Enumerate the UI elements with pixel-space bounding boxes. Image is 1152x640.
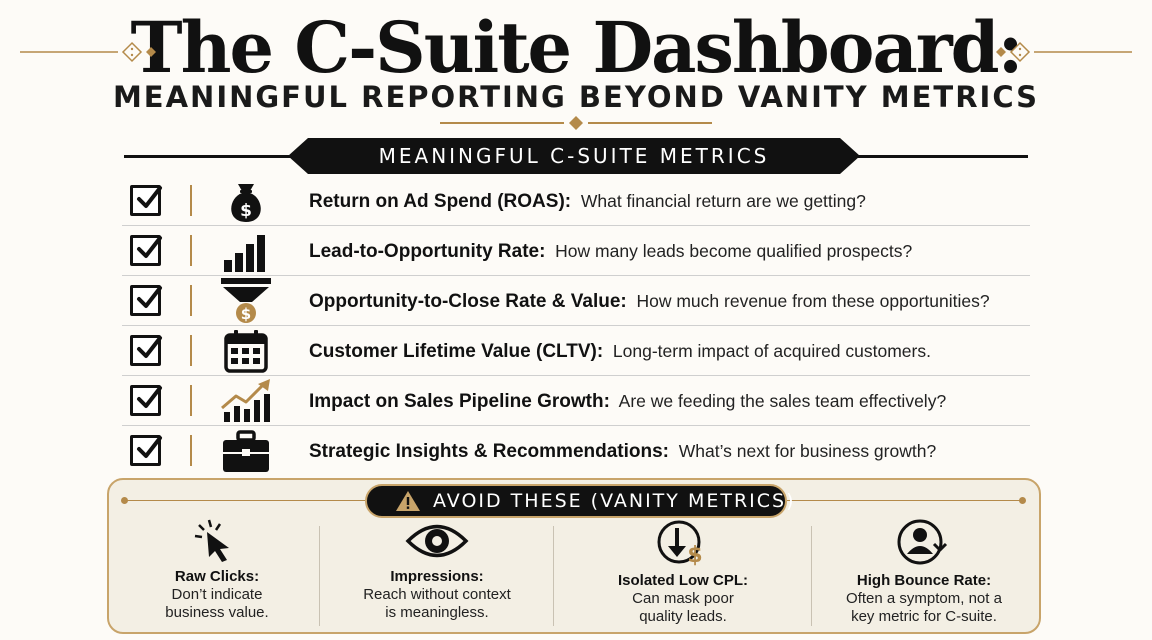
cursor-click-icon [194,519,229,562]
vanity-item-desc: Don’t indicate [171,586,263,603]
metric-row: Lead-to-Opportunity Rate: How many leads… [122,226,1030,276]
metric-row: Strategic Insights & Recommendations: Wh… [122,426,1030,476]
metric-label: Opportunity-to-Close Rate & Value: [309,291,627,312]
vanity-metrics-panel: AVOID THESE (VANITY METRICS) Raw Clicks:… [107,478,1041,634]
avoid-banner-label: AVOID THESE (VANITY METRICS) [433,490,796,512]
svg-text:$: $ [687,543,702,568]
vanity-item-desc: business value. [165,604,269,621]
row-divider [190,335,192,366]
checkbox[interactable] [130,435,162,466]
row-divider [190,285,192,316]
metric-row: Impact on Sales Pipeline Growth: Are we … [122,376,1030,426]
checkbox[interactable] [130,285,162,316]
vanity-item: $ Isolated Low CPL: Can mask poor qualit… [555,518,811,628]
vanity-item-desc: key metric for C-suite. [851,608,997,625]
metrics-list: $ Return on Ad Spend (ROAS): What financ… [122,176,1030,476]
column-divider [811,526,812,626]
metric-label: Strategic Insights & Recommendations: [309,441,670,462]
vanity-item-title: High Bounce Rate: [856,572,992,589]
money-bag-icon: $ [231,184,261,222]
metric-label: Impact on Sales Pipeline Growth: [309,391,610,412]
left-ornament [20,41,156,63]
checkbox[interactable] [130,235,162,266]
vanity-item-desc: quality leads. [639,608,727,625]
vanity-item-desc: is meaningless. [385,604,489,621]
metric-description: How many leads become qualified prospect… [555,241,913,261]
vanity-item-title: Impressions: [390,568,484,585]
eye-icon [405,524,469,558]
metric-label: Return on Ad Spend (ROAS): [309,191,572,212]
vanity-item: Raw Clicks: Don’t indicate business valu… [117,518,317,628]
growth-chart-icon [221,379,270,422]
row-divider [190,435,192,466]
svg-text:$: $ [241,305,251,323]
vanity-item-title: Isolated Low CPL: [617,572,748,589]
vanity-item-desc: Reach without context [363,586,511,603]
vanity-item: Impressions: Reach without context is me… [321,518,553,628]
checkbox[interactable] [130,335,162,366]
metric-label: Customer Lifetime Value (CLTV): [309,341,604,362]
briefcase-icon [223,430,269,472]
metric-description: Long-term impact of acquired customers. [612,341,931,361]
metric-description: Are we feeding the sales team effectivel… [618,391,947,411]
row-divider [190,385,192,416]
checkbox[interactable] [130,385,162,416]
warning-icon [396,491,420,511]
svg-text:$: $ [240,201,252,221]
column-divider [319,526,320,626]
metric-label: Lead-to-Opportunity Rate: [309,241,546,262]
metric-row: $ Opportunity-to-Close Rate & Value: How… [122,276,1030,326]
down-dollar-icon: $ [657,520,703,568]
page-subtitle: MEANINGFUL REPORTING BEYOND VANITY METRI… [112,80,1040,114]
subtitle-divider [440,116,712,130]
right-ornament [996,41,1132,63]
user-bounce-icon [897,519,948,565]
metric-row: $ Return on Ad Spend (ROAS): What financ… [122,176,1030,226]
funnel-icon: $ [221,278,271,323]
avoid-banner [365,484,787,518]
metrics-banner: MEANINGFUL C-SUITE METRICS [124,138,1028,174]
metrics-banner-label: MEANINGFUL C-SUITE METRICS [378,144,770,168]
calendar-icon [224,330,268,373]
metric-description: What financial return are we getting? [580,191,866,211]
checkbox[interactable] [130,185,162,216]
metric-description: How much revenue from these opportunitie… [636,291,990,311]
row-divider [190,235,192,266]
metric-row: Customer Lifetime Value (CLTV): Long-ter… [122,326,1030,376]
bar-chart-icon [224,235,265,272]
vanity-item-desc: Often a symptom, not a [846,590,1002,607]
row-divider [190,185,192,216]
metric-description: What’s next for business growth? [678,441,937,461]
page-title: The C-Suite Dashboard: [130,6,1024,89]
vanity-item: High Bounce Rate: Often a symptom, not a… [813,518,1035,628]
column-divider [553,526,554,626]
vanity-item-desc: Can mask poor [632,590,734,607]
vanity-item-title: Raw Clicks: [174,568,260,585]
